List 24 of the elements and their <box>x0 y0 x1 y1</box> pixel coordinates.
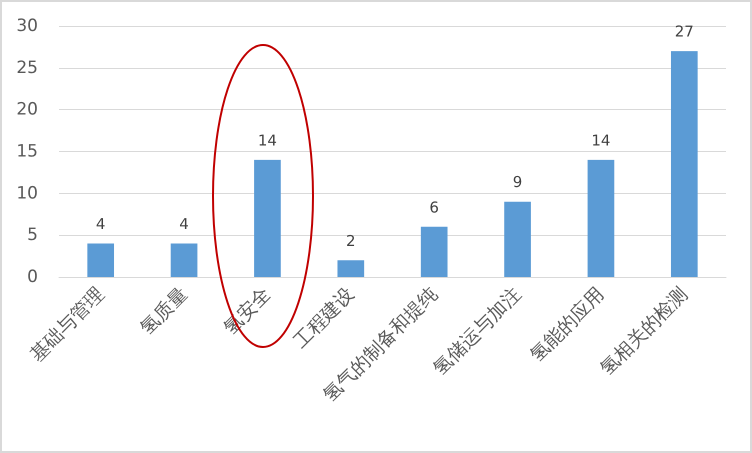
bar <box>420 226 448 277</box>
data-label: 14 <box>258 131 277 150</box>
bar <box>170 244 198 277</box>
bar <box>254 160 281 277</box>
y-tick-label: 15 <box>16 142 38 162</box>
data-label: 27 <box>674 22 694 41</box>
bar <box>87 244 114 277</box>
data-label: 9 <box>512 173 522 192</box>
x-tick-label: 工程建设 <box>289 283 359 353</box>
data-label: 4 <box>96 215 106 234</box>
y-tick-label: 10 <box>16 183 38 204</box>
x-tick-label: 氢质量 <box>136 283 192 340</box>
y-tick-label: 25 <box>16 58 38 78</box>
bar <box>504 202 531 277</box>
data-label: 2 <box>346 232 356 250</box>
bar <box>337 260 364 277</box>
y-tick-label: 20 <box>16 100 38 120</box>
y-tick-label: 5 <box>27 225 38 246</box>
y-tick-label: 30 <box>16 16 38 36</box>
bar <box>670 51 698 277</box>
data-label: 14 <box>591 131 610 150</box>
data-label: 6 <box>429 198 439 216</box>
data-label: 4 <box>179 215 189 234</box>
bar <box>588 160 614 277</box>
